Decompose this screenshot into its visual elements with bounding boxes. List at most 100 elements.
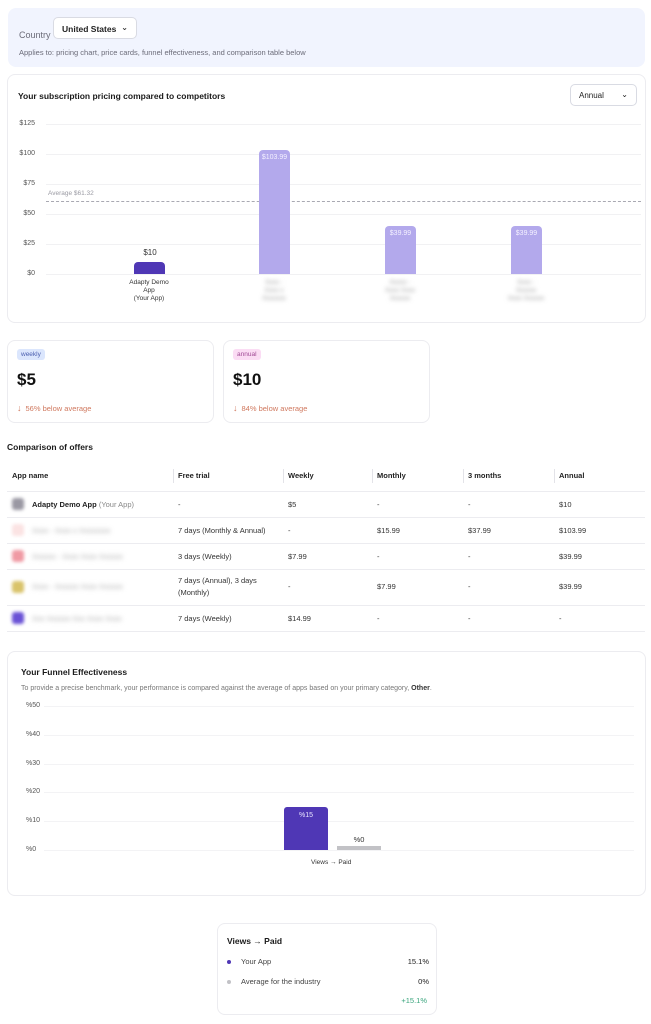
funnel-bar-industry-average[interactable] <box>337 846 381 850</box>
period-select[interactable]: Annual ⌄ <box>570 84 637 106</box>
y-tick: %0 <box>26 846 37 853</box>
app-name-cell: Xxxx - Xxxxxx Xxxx Xxxxxx <box>7 569 173 606</box>
tooltip-row-industry-average: Average for the industry 0% <box>227 977 429 986</box>
weekly-cell: - <box>283 569 372 606</box>
chart-bar-competitor[interactable]: $103.99 <box>259 150 290 274</box>
average-label: Average $61.32 <box>48 190 94 197</box>
period-badge: weekly <box>17 349 45 360</box>
table-header-row: App name Free trial Weekly Monthly 3 mon… <box>7 461 645 492</box>
column-header: Annual <box>554 461 645 492</box>
free-trial-cell: 7 days (Annual), 3 days (Monthly) <box>173 569 283 606</box>
y-tick: %40 <box>26 731 41 738</box>
three-months-cell: $37.99 <box>463 517 554 544</box>
y-tick: %50 <box>26 702 41 709</box>
applies-to-note: Applies to: pricing chart, price cards, … <box>19 48 306 57</box>
funnel-tooltip-card: Views → Paid Your App 15.1% Average for … <box>217 923 437 1015</box>
weekly-cell: $5 <box>283 491 372 518</box>
y-tick: $100 <box>19 150 35 157</box>
below-average-indicator: ↓ 56% below average <box>17 403 92 413</box>
bar-value-label: $10 <box>143 248 157 257</box>
free-trial-cell: 7 days (Weekly) <box>173 605 283 632</box>
y-tick: %30 <box>26 760 41 767</box>
app-name-cell: Xxxxxx - Xxxx Xxxx Xxxxxx <box>7 543 173 570</box>
monthly-cell: $15.99 <box>372 517 463 544</box>
price-value: $10 <box>233 370 262 389</box>
column-header: 3 months <box>463 461 554 492</box>
bar-x-label-competitor: Xxxxx - Xxxx Xxxx Xxxxxx <box>385 279 415 302</box>
app-icon <box>12 524 24 536</box>
gridline <box>44 792 634 793</box>
chart-bar-your-app[interactable] <box>134 262 165 274</box>
tooltip-difference: +15.1% <box>401 996 427 1005</box>
gridline <box>44 821 634 822</box>
app-name-cell: Xxxx - Xxxx x Xxxxxxxx <box>7 517 173 544</box>
comparison-title: Comparison of offers <box>7 442 93 452</box>
arrow-down-icon: ↓ <box>233 403 238 413</box>
arrow-down-icon: ↓ <box>17 403 22 413</box>
column-header: Weekly <box>283 461 372 492</box>
y-tick: $25 <box>23 240 35 247</box>
monthly-cell: $7.99 <box>372 569 463 606</box>
app-name-cell: Adapty Demo App (Your App) <box>7 491 173 518</box>
annual-cell: $39.99 <box>554 543 645 570</box>
period-badge: annual <box>233 349 261 360</box>
price-card-annual: annual $10 ↓ 84% below average <box>223 340 430 423</box>
monthly-cell: - <box>372 605 463 632</box>
chevron-down-icon: ⌄ <box>121 23 128 32</box>
table-row: Xxxxxx - Xxxx Xxxx Xxxxxx 3 days (Weekly… <box>7 543 645 570</box>
bar-x-label-your-app: Adapty Demo App (Your App) <box>129 279 169 302</box>
funnel-bar-your-app[interactable] <box>284 807 328 850</box>
free-trial-cell: 7 days (Monthly & Annual) <box>173 517 283 544</box>
annual-cell: $39.99 <box>554 569 645 606</box>
column-header: Monthly <box>372 461 463 492</box>
app-icon <box>12 612 24 624</box>
free-trial-cell: 3 days (Weekly) <box>173 543 283 570</box>
price-card-weekly: weekly $5 ↓ 56% below average <box>7 340 214 423</box>
gridline <box>44 735 634 736</box>
gridline <box>44 764 634 765</box>
country-select[interactable]: United States ⌄ <box>53 17 137 39</box>
below-average-indicator: ↓ 84% below average <box>233 403 308 413</box>
gridline <box>46 244 641 245</box>
column-header: Free trial <box>173 461 283 492</box>
country-filter-panel: Country United States ⌄ Applies to: pric… <box>8 8 645 67</box>
bar-value-label: $39.99 <box>515 230 538 237</box>
y-tick: $50 <box>23 210 35 217</box>
chart-bar-competitor[interactable]: $39.99 <box>511 226 542 274</box>
average-line <box>46 201 641 202</box>
app-icon <box>12 498 24 510</box>
three-months-cell: - <box>463 605 554 632</box>
bar-value-label: $103.99 <box>261 154 288 161</box>
pricing-chart-title: Your subscription pricing compared to co… <box>18 91 226 101</box>
y-tick: $75 <box>23 180 35 187</box>
bar-x-label-competitor: Xxxx - Xxxxxx Xxxx Xxxxxx <box>507 279 545 302</box>
table-row: Xxxx - Xxxx x Xxxxxxxx 7 days (Monthly &… <box>7 517 645 544</box>
y-tick: %20 <box>26 788 41 795</box>
annual-cell: $103.99 <box>554 517 645 544</box>
three-months-cell: - <box>463 569 554 606</box>
weekly-cell: $14.99 <box>283 605 372 632</box>
legend-dot <box>227 980 231 985</box>
free-trial-cell: - <box>173 491 283 518</box>
monthly-cell: - <box>372 491 463 518</box>
pricing-chart-card: Your subscription pricing compared to co… <box>7 74 646 323</box>
funnel-description: To provide a precise benchmark, your per… <box>21 685 432 692</box>
country-label: Country <box>19 30 51 40</box>
price-value: $5 <box>17 370 36 389</box>
weekly-cell: - <box>283 517 372 544</box>
legend-dot <box>227 960 231 965</box>
gridline <box>46 184 641 185</box>
chevron-down-icon: ⌄ <box>621 90 628 99</box>
country-select-value: United States <box>62 24 117 34</box>
column-header: App name <box>7 461 173 492</box>
tooltip-row-your-app: Your App 15.1% <box>227 957 429 966</box>
funnel-x-label: Views → Paid <box>311 859 352 866</box>
three-months-cell: - <box>463 491 554 518</box>
bar-value-label: $39.99 <box>389 230 412 237</box>
chart-bar-competitor[interactable]: $39.99 <box>385 226 416 274</box>
gridline <box>46 124 641 125</box>
three-months-cell: - <box>463 543 554 570</box>
bar-value-label: %15 <box>298 812 313 819</box>
y-tick: $0 <box>27 270 35 277</box>
gridline <box>46 154 641 155</box>
